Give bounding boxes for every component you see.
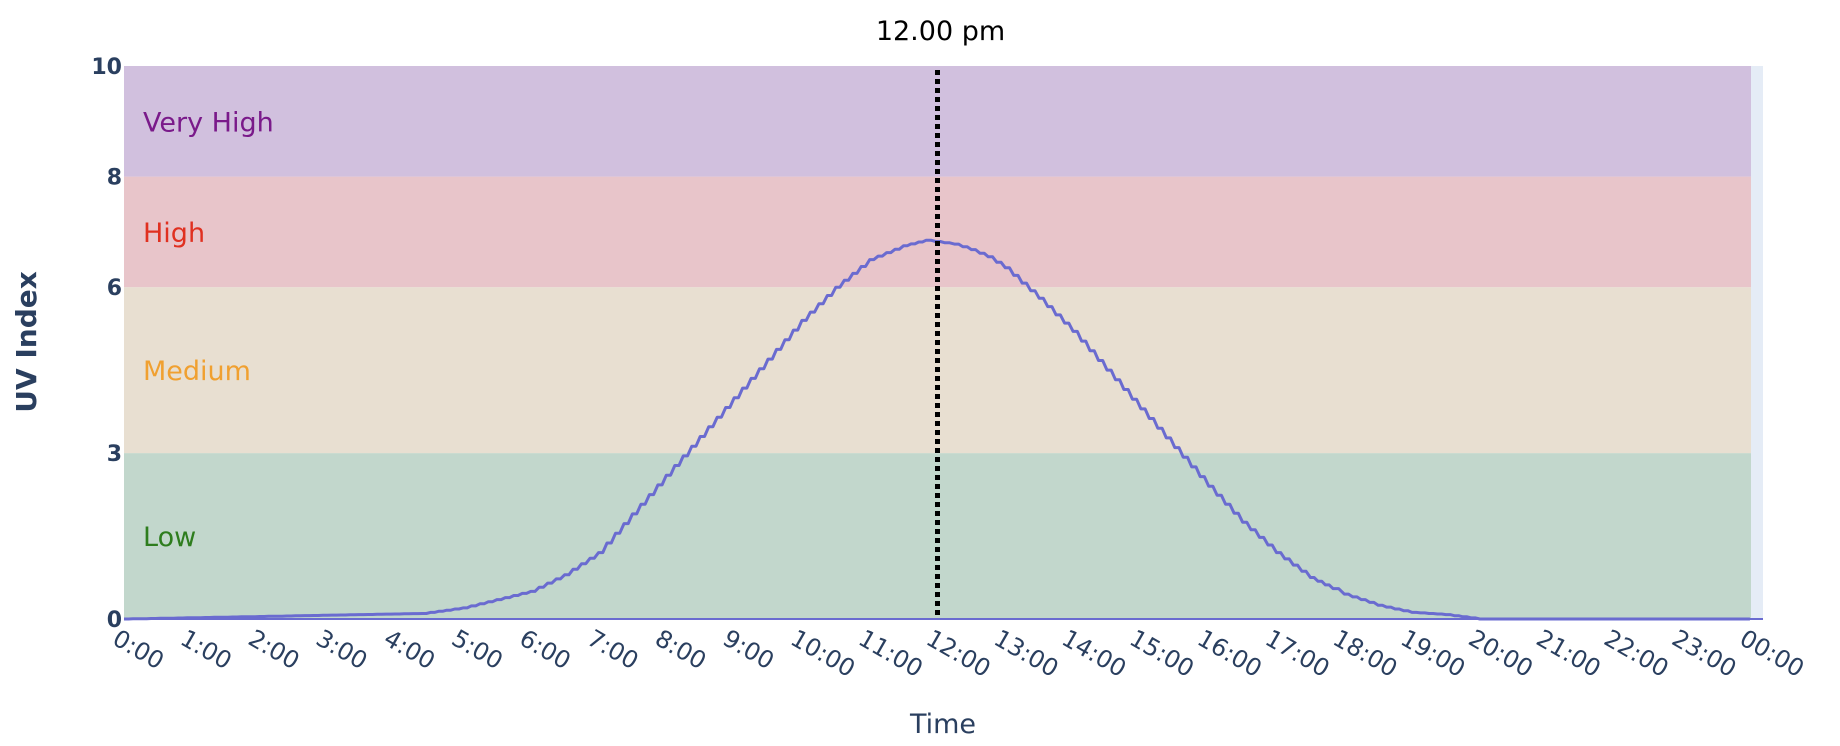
x-tick-label: 14:00: [1057, 624, 1131, 683]
plot-edge-strip: [1751, 66, 1763, 619]
x-tick-label: 1:00: [176, 624, 237, 675]
y-axis-title: UV Index: [10, 271, 43, 413]
x-tick-label: 17:00: [1260, 624, 1334, 683]
band-labels: Low Medium High Very High: [143, 107, 274, 553]
x-tick-18:00: 18:00: [1328, 624, 1402, 683]
x-tick-16:00: 16:00: [1193, 624, 1267, 683]
band-very-high: [124, 66, 1751, 177]
x-tick-label: 7:00: [583, 624, 644, 675]
marker-layer: 12.00 pm: [876, 16, 1005, 619]
x-tick-label: 21:00: [1532, 624, 1606, 683]
x-tick-17:00: 17:00: [1260, 624, 1334, 683]
x-tick-2:00: 2:00: [244, 624, 305, 675]
band-label-very-high: Very High: [143, 107, 274, 138]
x-tick-label: 10:00: [786, 624, 860, 683]
x-tick-label: 13:00: [989, 624, 1063, 683]
x-tick-label: 16:00: [1193, 624, 1267, 683]
x-tick-21:00: 21:00: [1532, 624, 1606, 683]
y-tick-10: 10: [91, 55, 122, 80]
x-tick-label: 2:00: [244, 624, 305, 675]
x-tick-13:00: 13:00: [989, 624, 1063, 683]
y-tick-labels: 0 3 6 8 10: [91, 55, 122, 633]
band-label-high: High: [143, 218, 205, 249]
x-tick-14:00: 14:00: [1057, 624, 1131, 683]
x-tick-label: 11:00: [854, 624, 928, 683]
x-tick-label: 12:00: [922, 624, 996, 683]
x-tick-0:00: 0:00: [108, 624, 169, 675]
x-tick-20:00: 20:00: [1464, 624, 1538, 683]
x-tick-label: 9:00: [718, 624, 779, 675]
x-tick-label: 6:00: [515, 624, 576, 675]
x-tick-15:00: 15:00: [1125, 624, 1199, 683]
x-tick-9:00: 9:00: [718, 624, 779, 675]
time-marker-label: 12.00 pm: [876, 16, 1005, 47]
y-tick-8: 8: [107, 166, 122, 191]
x-tick-label: 15:00: [1125, 624, 1199, 683]
x-tick-label: 4:00: [379, 624, 440, 675]
x-tick-10:00: 10:00: [786, 624, 860, 683]
x-tick-label: 20:00: [1464, 624, 1538, 683]
y-tick-0: 0: [107, 608, 122, 633]
x-tick-label: 00:00: [1735, 624, 1809, 683]
x-tick-11:00: 11:00: [854, 624, 928, 683]
x-tick-label: 0:00: [108, 624, 169, 675]
x-tick-8:00: 8:00: [650, 624, 711, 675]
x-tick-19:00: 19:00: [1396, 624, 1470, 683]
x-tick-7:00: 7:00: [583, 624, 644, 675]
x-tick-label: 18:00: [1328, 624, 1402, 683]
x-tick-4:00: 4:00: [379, 624, 440, 675]
band-label-medium: Medium: [143, 356, 251, 387]
x-tick-23:00: 23:00: [1667, 624, 1741, 683]
x-tick-label: 23:00: [1667, 624, 1741, 683]
y-tick-6: 6: [107, 276, 122, 301]
x-tick-label: 22:00: [1599, 624, 1673, 683]
x-tick-label: 8:00: [650, 624, 711, 675]
x-tick-00:00: 00:00: [1735, 624, 1809, 683]
x-tick-label: 5:00: [447, 624, 508, 675]
y-tick-3: 3: [107, 442, 122, 467]
x-tick-5:00: 5:00: [447, 624, 508, 675]
x-tick-12:00: 12:00: [922, 624, 996, 683]
x-tick-label: 3:00: [311, 624, 372, 675]
x-tick-1:00: 1:00: [176, 624, 237, 675]
x-axis-title: Time: [909, 709, 976, 740]
band-low: [124, 453, 1751, 619]
band-label-low: Low: [143, 522, 196, 553]
x-tick-22:00: 22:00: [1599, 624, 1673, 683]
x-tick-3:00: 3:00: [311, 624, 372, 675]
x-tick-6:00: 6:00: [515, 624, 576, 675]
x-tick-labels: 0:00 1:00 2:00 3:00 4:00 5:00 6:00 7:00 8:00 9:00…: [108, 624, 1809, 683]
x-tick-label: 19:00: [1396, 624, 1470, 683]
